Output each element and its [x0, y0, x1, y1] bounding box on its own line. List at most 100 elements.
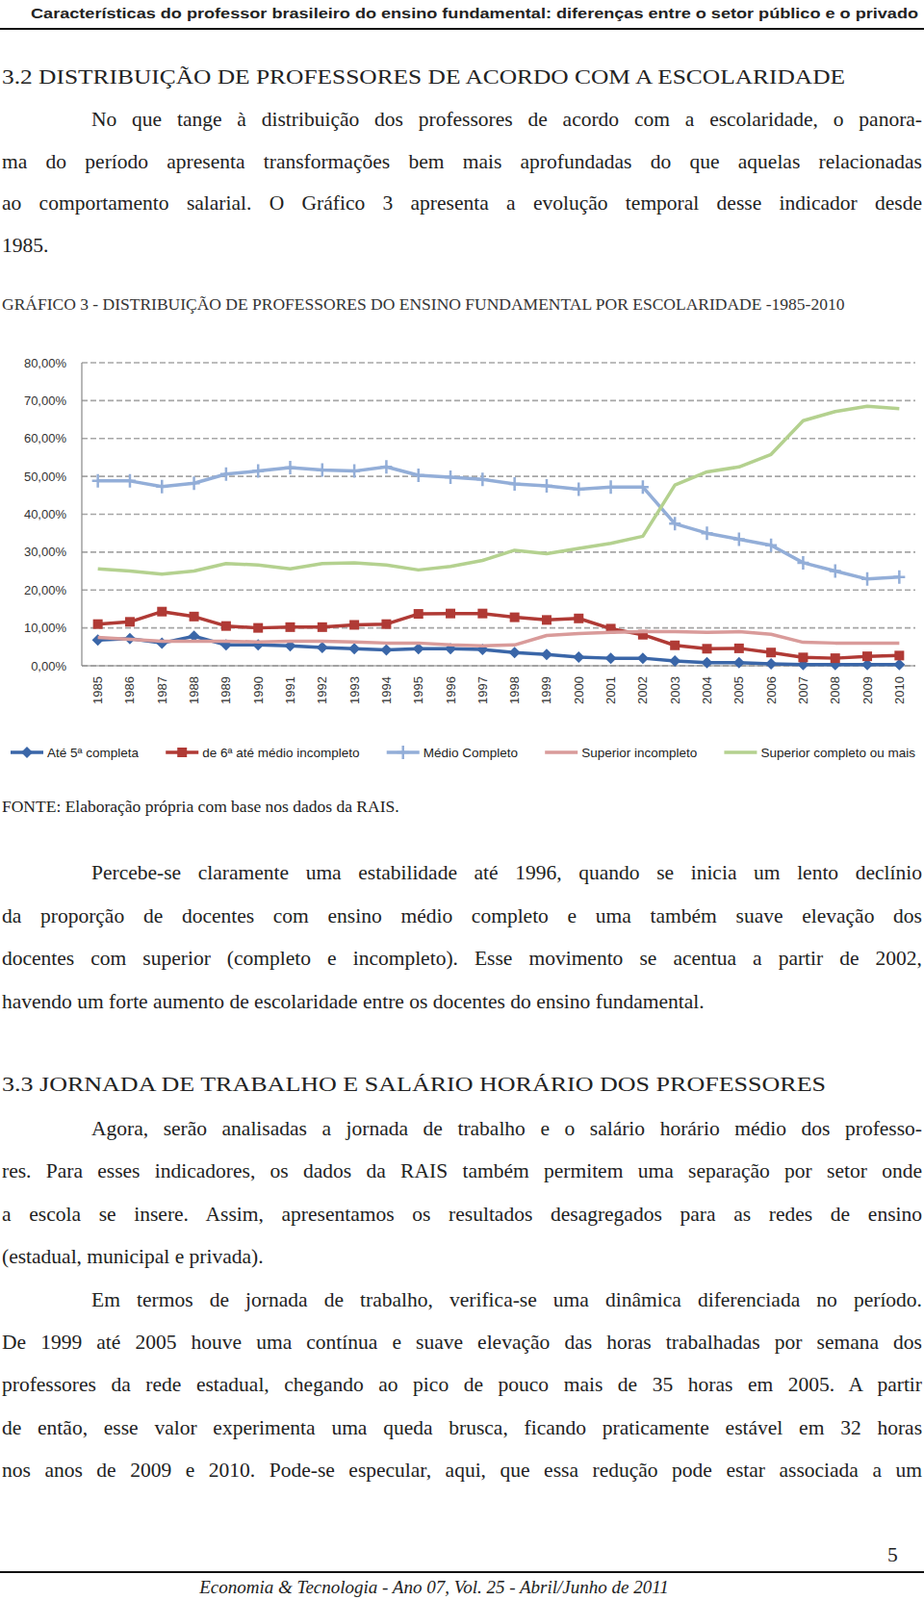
grid-line: [81, 589, 916, 591]
x-axis: [81, 665, 916, 667]
legend-item: Superior completo ou mais: [723, 745, 916, 761]
legend-swatch: [723, 750, 757, 755]
plot-area: [92, 406, 906, 671]
series-marker: [155, 637, 168, 649]
header-rule: [0, 27, 924, 30]
x-tick-label: 2003: [667, 676, 683, 705]
x-tick-label: 2001: [603, 676, 618, 705]
series-marker: [284, 461, 297, 475]
series-line: [98, 406, 900, 574]
series-marker: [284, 640, 297, 652]
x-tick-label: 2007: [795, 676, 811, 705]
paragraph-line: ao comportamento salarial. O Gráfico 3 a…: [1, 188, 923, 218]
series-marker: [348, 642, 360, 655]
grid-line: [81, 361, 916, 364]
grid-line: [81, 475, 916, 478]
series-marker: [893, 570, 905, 585]
series-marker: [510, 613, 520, 623]
legend-swatch: [10, 750, 44, 755]
series-marker: [252, 639, 264, 651]
series-line: [98, 632, 900, 647]
series-marker: [92, 474, 104, 488]
paragraph-line: Em termos de jornada de trabalho, verifi…: [91, 1285, 923, 1315]
series-marker: [830, 653, 841, 664]
series-marker: [509, 646, 521, 659]
series-marker: [477, 609, 488, 619]
paragraph-line: De 1999 até 2005 houve uma contínua e su…: [1, 1328, 923, 1358]
grid-line: [81, 437, 916, 440]
series-marker: [125, 616, 135, 627]
series-marker: [733, 657, 745, 669]
x-tick-label: 2000: [571, 676, 587, 705]
paragraph-line: ma do período apresenta transformações b…: [1, 147, 923, 177]
paragraph-line: havendo um forte aumento de escolaridade…: [1, 987, 705, 1017]
paragraph-line: de então, esse valor experimenta uma que…: [1, 1413, 923, 1443]
y-tick-label: 30,00%: [24, 544, 68, 560]
series-marker: [702, 643, 713, 654]
legend-swatch: [165, 750, 199, 755]
legend-swatch: [544, 750, 578, 755]
series-marker: [285, 622, 296, 633]
series-marker: [861, 659, 873, 671]
x-tick-label: 1997: [475, 676, 490, 705]
series-marker: [92, 634, 104, 646]
series-marker: [637, 480, 649, 494]
series-marker: [124, 633, 136, 645]
series-marker: [93, 619, 103, 630]
paragraph-line: res. Para esses indicadores, os dados da…: [1, 1156, 923, 1186]
section-heading: 3.3 JORNADA DE TRABALHO E SALÁRIO HORÁRI…: [1, 1070, 826, 1100]
series-marker: [572, 483, 585, 497]
series-marker: [765, 658, 777, 670]
series-marker: [540, 648, 553, 661]
series-marker: [829, 564, 842, 579]
paragraph-line: 1985.: [1, 231, 49, 260]
series-marker: [444, 470, 457, 485]
series-marker: [445, 609, 456, 619]
x-tick-label: 1996: [443, 676, 459, 705]
series-marker: [476, 643, 488, 656]
x-tick-label: 2002: [635, 676, 650, 705]
series-marker: [668, 655, 681, 668]
x-tick-label: 1995: [410, 676, 426, 705]
series-marker: [412, 468, 425, 483]
series-marker: [444, 642, 457, 655]
x-tick-label: 1990: [251, 676, 266, 705]
legend-label: Superior incompleto: [581, 745, 697, 761]
grid-line: [81, 665, 916, 668]
grid-line: [81, 627, 916, 630]
series-marker: [155, 480, 168, 494]
legend-item: Até 5ª completa: [10, 745, 140, 761]
x-tick-label: 1992: [314, 676, 330, 705]
y-tick-label: 70,00%: [24, 393, 68, 409]
series-marker: [509, 477, 521, 491]
paragraph-line: Agora, serão analisadas a jornada de tra…: [91, 1114, 923, 1144]
series-marker: [220, 467, 232, 482]
series-marker: [572, 651, 585, 664]
series-marker: [348, 464, 360, 479]
series-marker: [733, 532, 745, 546]
paragraph-line: da proporção de docentes com ensino médi…: [1, 901, 923, 931]
x-tick-label: 1987: [154, 676, 170, 705]
series-marker: [380, 460, 392, 474]
series-marker: [316, 641, 329, 654]
series-marker: [637, 652, 649, 665]
series-marker: [188, 476, 201, 490]
legend-marker: [21, 746, 33, 759]
y-tick-label: 20,00%: [24, 583, 68, 598]
y-tick-label: 80,00%: [24, 356, 68, 371]
figure-source: FONTE: Elaboração própria com base nos d…: [1, 794, 400, 820]
legend-item: Superior incompleto: [544, 745, 697, 761]
series-marker: [189, 612, 200, 622]
x-tick-label: 2008: [827, 676, 843, 705]
series-marker: [766, 647, 776, 658]
x-tick-label: 1991: [282, 676, 298, 705]
series-marker: [862, 651, 873, 662]
running-title: Características do professor brasileiro …: [30, 3, 919, 24]
x-tick-label: 1998: [507, 676, 522, 705]
series-marker: [316, 462, 329, 477]
y-tick-label: 50,00%: [24, 469, 68, 485]
series-marker: [124, 474, 136, 488]
x-tick-label: 1994: [379, 676, 394, 705]
series-marker: [796, 659, 809, 671]
legend-label: de 6ª até médio incompleto: [202, 745, 360, 761]
